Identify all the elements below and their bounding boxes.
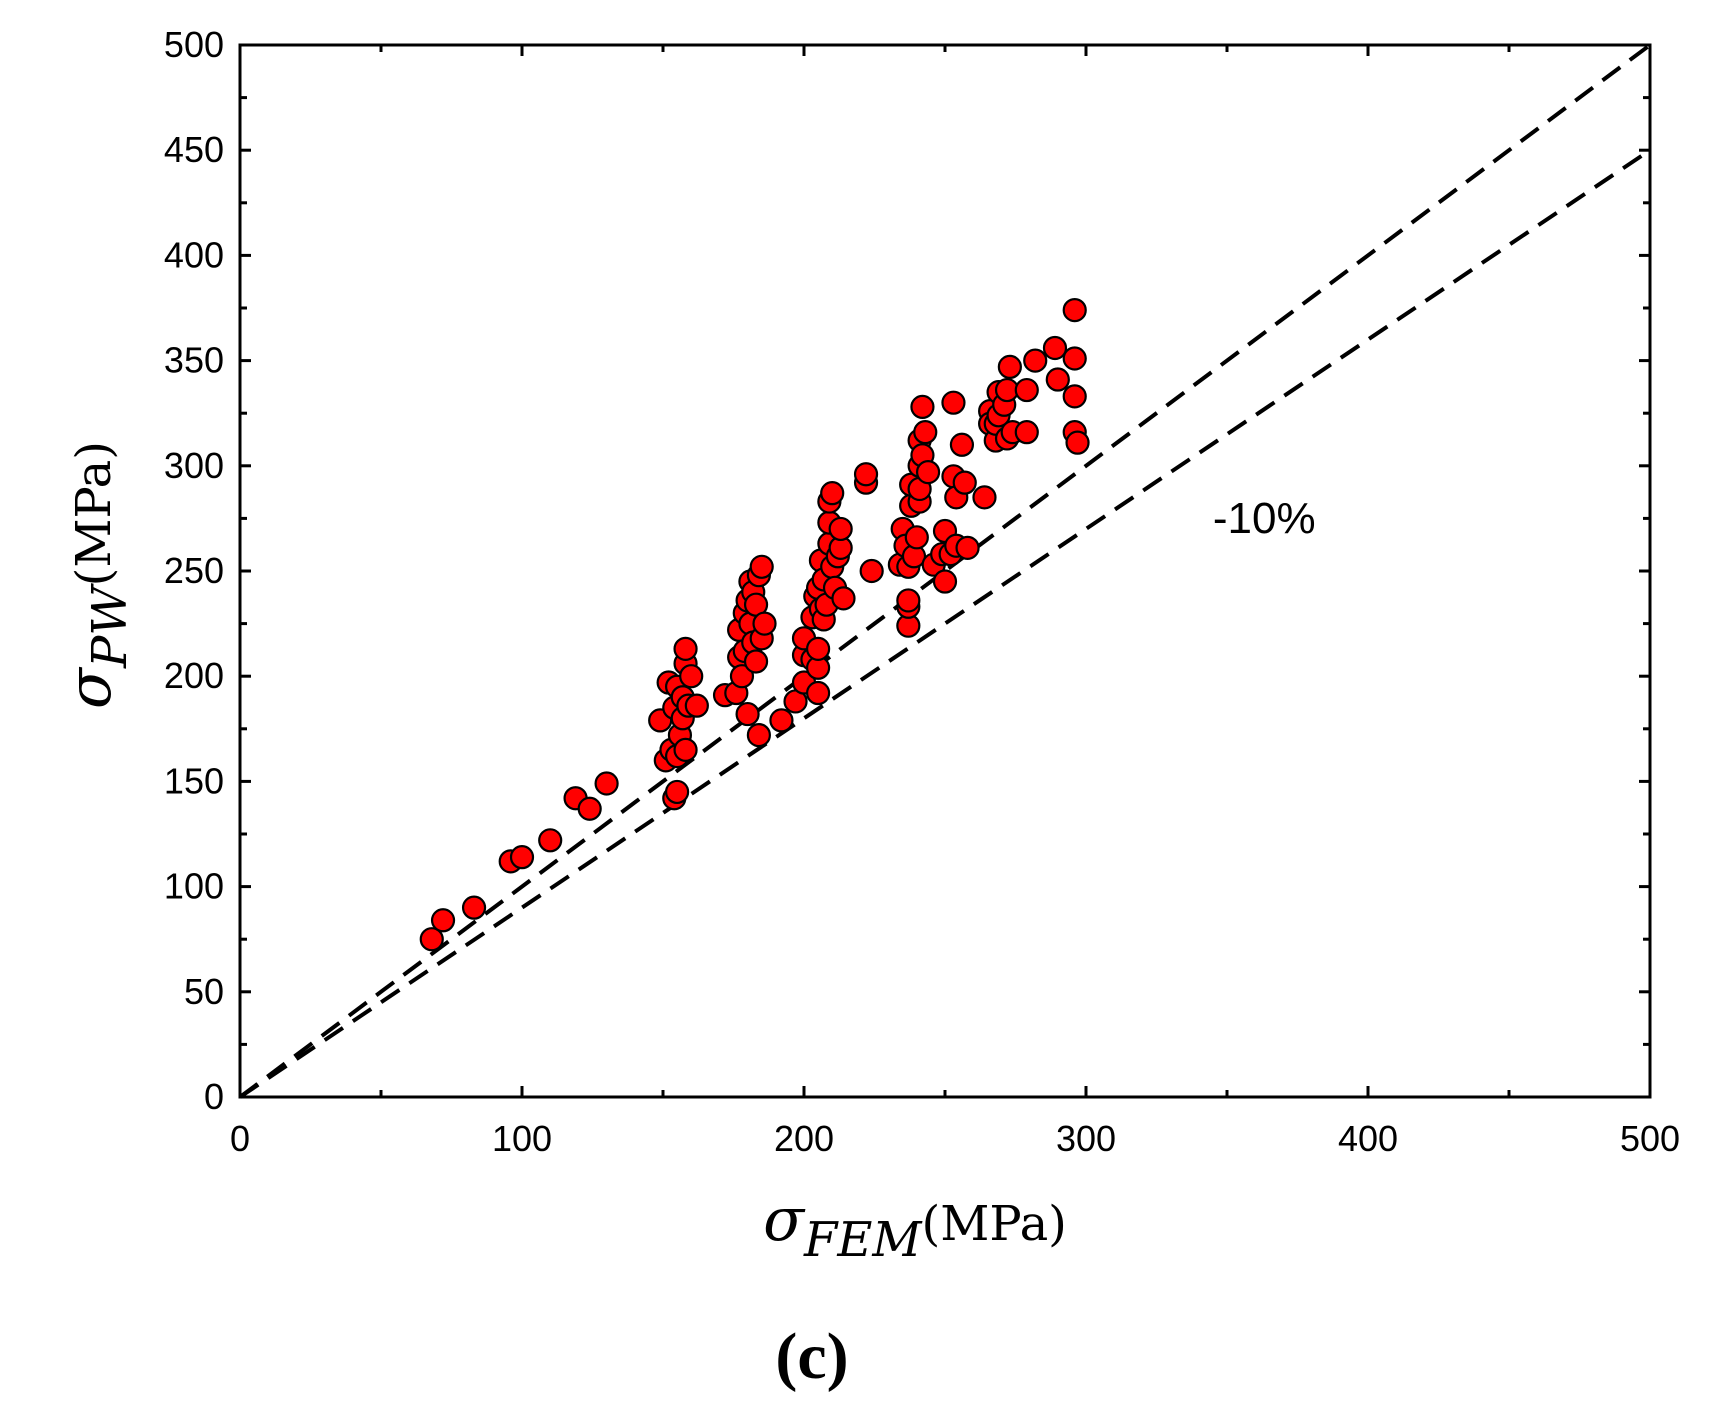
reference-line-1 — [238, 148, 1652, 1099]
reference-lines — [238, 43, 1652, 1099]
y-tick-label: 450 — [164, 129, 224, 170]
data-point — [997, 354, 1022, 380]
panel-label: (c) — [775, 1320, 848, 1393]
data-point — [1062, 346, 1087, 371]
data-point — [538, 828, 563, 853]
data-point — [743, 649, 769, 674]
data-point — [430, 908, 456, 933]
data-point — [679, 664, 704, 689]
data-point — [955, 535, 980, 560]
data-point — [752, 611, 777, 636]
data-point — [746, 723, 771, 748]
y-tick-label: 400 — [164, 234, 224, 275]
y-axis-symbol: σ — [55, 666, 125, 709]
axis-ticks: 0 100 200 300 400 500 0 50 100 150 200 250 300 350 400… — [164, 24, 1680, 1159]
data-points — [419, 298, 1090, 952]
x-tick-label: 100 — [492, 1118, 552, 1159]
x-tick-label: 500 — [1620, 1118, 1680, 1159]
y-tick-label: 250 — [164, 550, 224, 591]
data-point — [1023, 348, 1048, 373]
y-tick-label: 350 — [164, 340, 224, 381]
data-point — [1065, 430, 1090, 455]
data-point — [749, 554, 774, 579]
y-tick-label: 100 — [164, 866, 224, 907]
x-axis-title: σFEM(MPa) — [763, 1185, 1067, 1268]
data-point — [1062, 384, 1087, 409]
data-point — [684, 693, 709, 718]
data-point — [820, 481, 845, 506]
data-point — [461, 895, 487, 920]
y-axis-title-group: σPW(MPa) — [55, 441, 138, 709]
x-axis-unit: (MPa) — [922, 1196, 1067, 1252]
data-point — [828, 516, 853, 542]
y-axis-title: σPW(MPa) — [55, 441, 138, 709]
data-point — [805, 636, 831, 661]
x-tick-label: 200 — [774, 1118, 834, 1159]
data-point — [1062, 298, 1087, 323]
y-tick-label: 200 — [164, 655, 224, 696]
y-axis-unit: (MPa) — [66, 441, 122, 586]
y-tick-label: 500 — [164, 24, 224, 65]
data-point — [910, 394, 935, 419]
data-point — [831, 586, 856, 611]
data-point — [509, 845, 535, 870]
data-point — [853, 462, 879, 487]
x-tick-label: 0 — [230, 1118, 250, 1159]
data-point — [735, 701, 760, 727]
data-point — [941, 390, 966, 415]
y-axis-subscript: PW — [82, 583, 138, 669]
y-tick-label: 150 — [164, 760, 224, 801]
data-point — [664, 779, 690, 805]
data-point — [1042, 335, 1068, 361]
data-point — [729, 664, 755, 689]
x-axis-subscript: FEM — [803, 1212, 923, 1268]
data-point — [972, 485, 997, 510]
data-point — [673, 636, 698, 661]
data-point — [915, 460, 941, 485]
data-point — [594, 771, 619, 796]
data-point — [805, 680, 831, 706]
annotation-minus-10-percent: -10% — [1213, 494, 1316, 543]
data-point — [859, 558, 884, 584]
data-point — [577, 796, 602, 821]
data-point — [1014, 420, 1039, 445]
data-point — [904, 525, 929, 550]
data-point — [913, 420, 938, 445]
y-tick-label: 50 — [184, 971, 224, 1012]
y-tick-label: 300 — [164, 445, 224, 486]
data-point — [1045, 367, 1070, 392]
data-point — [896, 588, 921, 613]
data-point — [949, 432, 975, 457]
data-point — [1014, 377, 1039, 403]
reference-line-0 — [238, 43, 1652, 1099]
data-point — [673, 737, 698, 762]
x-axis-symbol: σ — [763, 1185, 806, 1255]
y-tick-label: 0 — [204, 1076, 224, 1117]
data-point — [769, 708, 794, 733]
data-point — [932, 569, 958, 594]
data-point — [419, 927, 444, 952]
x-tick-label: 400 — [1338, 1118, 1398, 1159]
x-tick-label: 300 — [1056, 1118, 1116, 1159]
data-point — [952, 470, 977, 495]
